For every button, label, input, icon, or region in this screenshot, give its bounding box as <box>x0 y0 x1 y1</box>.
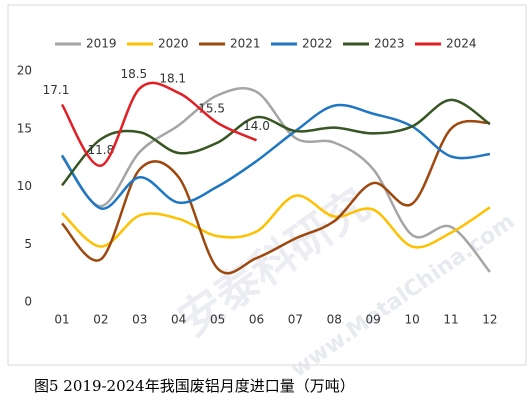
data-label: 14.0 <box>243 119 270 133</box>
data-label: 15.5 <box>198 101 225 115</box>
series-line <box>60 87 491 273</box>
data-label: 18.5 <box>120 67 147 81</box>
legend-label: 2024 <box>446 37 477 51</box>
data-label: 11.8 <box>88 143 115 157</box>
series-line <box>61 98 491 187</box>
y-tick-label: 10 <box>17 179 32 193</box>
legend-label: 2021 <box>230 37 261 51</box>
series-line <box>60 103 491 210</box>
y-tick-label: 0 <box>24 295 32 309</box>
x-tick-label: 06 <box>249 313 264 327</box>
x-tick-label: 11 <box>443 313 458 327</box>
x-tick-label: 08 <box>327 313 342 327</box>
legend-label: 2020 <box>158 37 189 51</box>
legend-label: 2022 <box>302 37 333 51</box>
x-tick-label: 05 <box>210 313 225 327</box>
x-tick-label: 02 <box>93 313 108 327</box>
data-label: 17.1 <box>43 83 70 97</box>
series-line <box>61 194 491 249</box>
legend-label: 2019 <box>86 37 117 51</box>
y-tick-label: 5 <box>24 237 32 251</box>
x-tick-label: 10 <box>404 313 419 327</box>
legend-label: 2023 <box>374 37 405 51</box>
series-line <box>61 119 491 275</box>
x-tick-label: 01 <box>54 313 69 327</box>
x-tick-label: 04 <box>171 313 186 327</box>
x-tick-label: 09 <box>366 313 381 327</box>
series-line <box>60 81 258 167</box>
y-tick-label: 15 <box>17 121 32 135</box>
caption: 图5 2019-2024年我国废铝月度进口量（万吨） <box>34 377 355 395</box>
chart-frame <box>7 4 527 366</box>
x-tick-label: 03 <box>132 313 147 327</box>
x-tick-label: 07 <box>288 313 303 327</box>
x-tick-label: 12 <box>482 313 497 327</box>
y-tick-label: 20 <box>17 64 32 78</box>
data-label: 18.1 <box>159 71 186 85</box>
